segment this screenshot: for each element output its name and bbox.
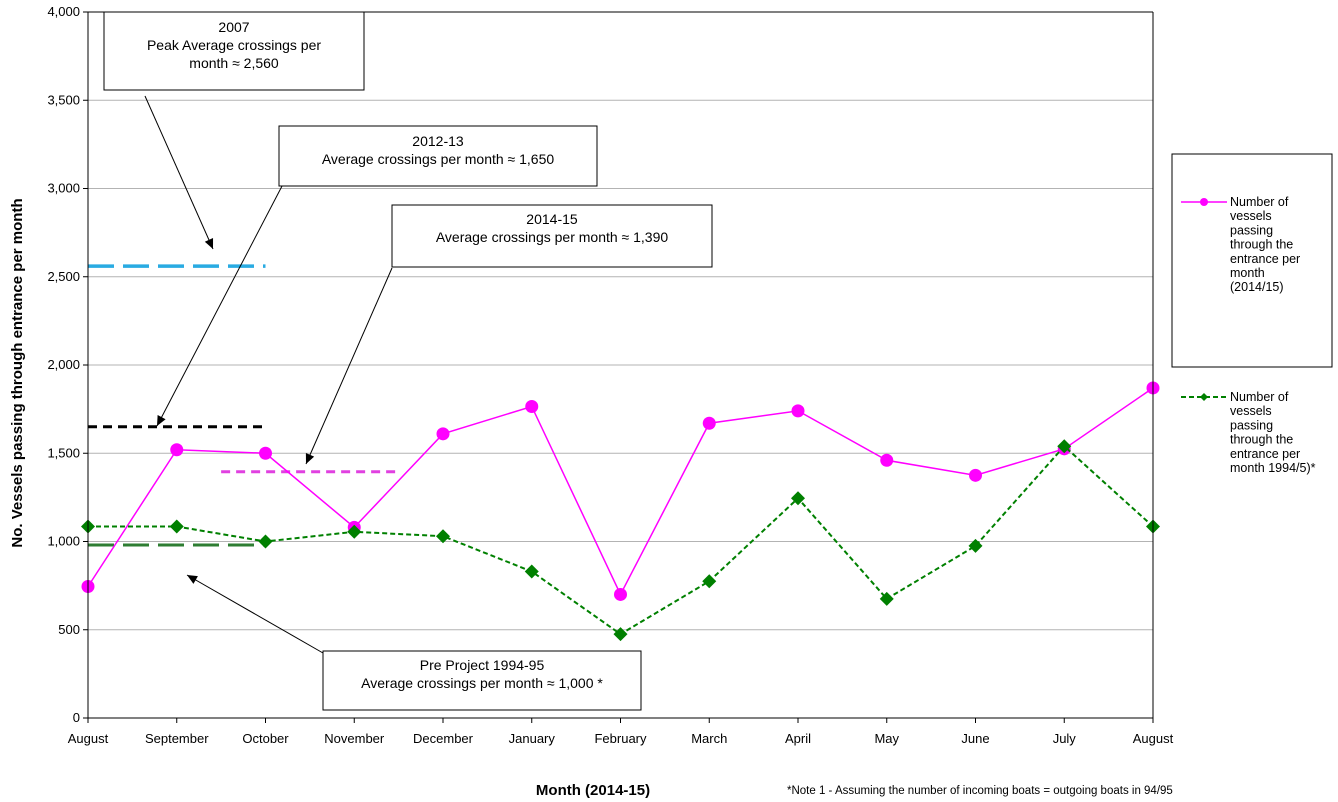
annotation-box	[103, 11, 365, 91]
data-point	[791, 404, 805, 418]
annotation-text: 2007	[218, 19, 249, 35]
y-tick-label: 0	[73, 710, 80, 725]
legend-label: month	[1230, 266, 1265, 280]
annotation-arrow	[305, 267, 393, 465]
data-point	[170, 443, 184, 457]
data-point	[879, 591, 894, 606]
y-tick-label: 2,000	[47, 357, 80, 372]
data-point	[524, 564, 539, 579]
annotation-text: Pre Project 1994-95	[420, 657, 545, 673]
annotation-box	[322, 650, 642, 711]
annotation-text: Average crossings per month ≈ 1,000 *	[361, 675, 603, 691]
legend-label: vessels	[1230, 404, 1272, 418]
y-tick-label: 1,000	[47, 534, 80, 549]
annotation-text: Average crossings per month ≈ 1,390	[436, 229, 669, 245]
legend-label: passing	[1230, 418, 1273, 432]
data-point	[702, 574, 717, 589]
legend-box	[1171, 153, 1333, 368]
y-tick-label: 4,000	[47, 4, 80, 19]
data-point	[613, 627, 628, 642]
annotations: 2007 Peak Average crossings per month ≈ 2,…	[103, 11, 713, 711]
annotation-box	[391, 204, 713, 268]
y-tick-label: 2,500	[47, 269, 80, 284]
annotation-text: Average crossings per month ≈ 1,650	[322, 151, 555, 167]
data-point	[436, 427, 450, 441]
x-axis-title: Month (2014-15)	[536, 782, 650, 799]
annotation-arrow	[144, 95, 214, 250]
axis-titles: No. Vessels passing through entrance per…	[9, 198, 1173, 799]
legend-label: Number of	[1230, 390, 1289, 404]
x-tick-label: August	[68, 731, 109, 746]
series-line	[87, 387, 1154, 597]
data-point	[791, 491, 805, 506]
y-tick-label: 3,000	[47, 181, 80, 196]
x-tick-label: March	[691, 731, 727, 746]
x-tick-label: September	[145, 731, 209, 746]
legend-label: Number of	[1230, 195, 1289, 209]
gridlines	[88, 11, 1153, 631]
legend-label: entrance per	[1230, 447, 1300, 461]
footnote: *Note 1 - Assuming the number of incomin…	[787, 785, 1173, 797]
x-tick-label: June	[961, 731, 989, 746]
data-point	[258, 534, 273, 549]
legend-marker	[1200, 198, 1208, 206]
data-point	[259, 446, 272, 460]
legend-label: passing	[1230, 223, 1273, 237]
series-line	[88, 444, 1154, 636]
legend-label: through the	[1230, 238, 1293, 252]
annotation-arrow	[186, 574, 324, 654]
legend-label: through the	[1230, 433, 1293, 447]
x-tick-label: December	[413, 731, 474, 746]
x-tick-label: February	[594, 731, 647, 746]
annotation-arrowhead	[204, 238, 214, 249]
data-point	[702, 416, 716, 430]
x-tick-label: November	[324, 731, 385, 746]
annotation-text: 2012-13	[412, 133, 464, 149]
data-point	[968, 538, 983, 553]
data-point	[436, 529, 450, 544]
series-group	[81, 381, 1160, 642]
legend-label: month 1994/5)*	[1230, 461, 1316, 475]
data-point	[169, 519, 184, 534]
annotation-arrow	[156, 164, 294, 427]
legend-marker	[1200, 393, 1208, 401]
annotation-text: 2014-15	[526, 211, 578, 227]
annotation-text: month ≈ 2,560	[189, 55, 279, 71]
data-point	[347, 524, 362, 539]
x-tick-label: July	[1053, 731, 1077, 746]
data-point	[1057, 439, 1072, 454]
x-tick-label: October	[242, 731, 289, 746]
annotation-arrowhead	[305, 453, 315, 464]
legend-label: (2014/15)	[1230, 280, 1284, 294]
data-point	[614, 587, 627, 601]
annotation-arrowhead	[187, 575, 198, 584]
y-tick-label: 1,500	[47, 445, 80, 460]
data-point	[880, 453, 894, 467]
annotation-box	[278, 125, 598, 187]
data-point	[525, 399, 539, 413]
annotation-arrowhead	[157, 415, 166, 426]
x-tick-label: August	[1133, 731, 1174, 746]
x-tick-label: April	[785, 731, 811, 746]
y-tick-label: 500	[58, 622, 80, 637]
annotation-text: Peak Average crossings per	[147, 37, 321, 53]
legend-label: entrance per	[1230, 252, 1300, 266]
reference-lines	[88, 264, 399, 547]
y-tick-label: 3,500	[47, 92, 80, 107]
x-tick-label: January	[509, 731, 556, 746]
legend-label: vessels	[1230, 209, 1272, 223]
y-axis-title: No. Vessels passing through entrance per…	[9, 198, 26, 547]
x-tick-label: May	[874, 731, 899, 746]
data-point	[969, 468, 982, 482]
axes: 0 500 1,000 1,500 2,000 2,500 3,000 3,500 4,000 A…	[47, 4, 1173, 746]
